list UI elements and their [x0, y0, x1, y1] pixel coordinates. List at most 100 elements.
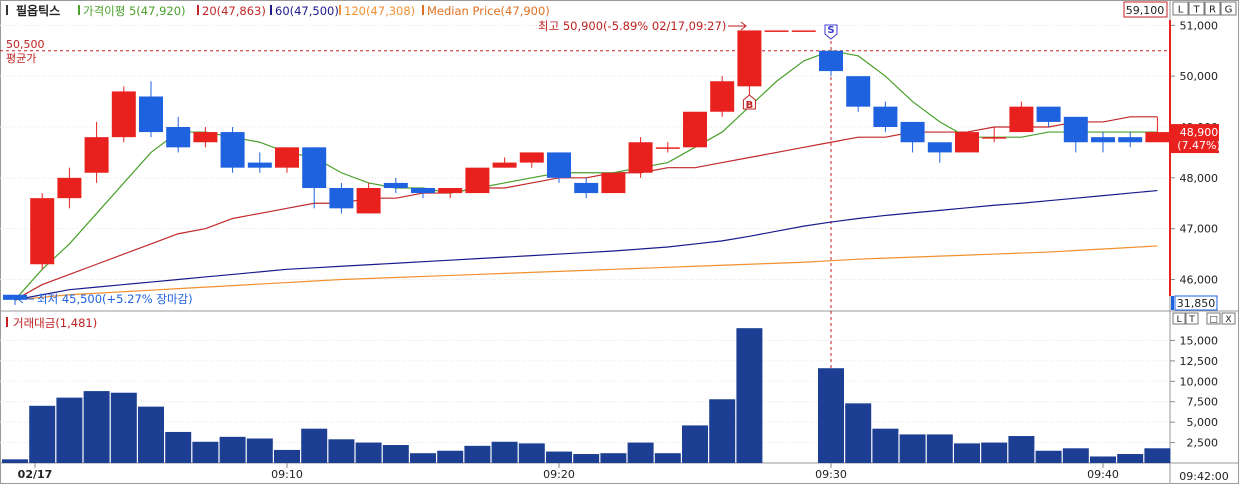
volume-tick-label: 5,000	[1187, 416, 1219, 429]
volume-axis: 2,500 5,000 7,500 10,000 12,500 15,000	[1170, 334, 1219, 450]
time-tick-label: 09:30	[815, 468, 847, 481]
min-value-indicator	[1171, 296, 1174, 310]
candle-body	[1145, 132, 1170, 143]
candle-body	[791, 30, 816, 32]
volume-bar	[518, 443, 545, 463]
candle-body	[547, 152, 571, 178]
candle-body	[1063, 116, 1088, 143]
candle-body	[84, 137, 109, 173]
volume-grid	[0, 339, 1170, 444]
volume-bar	[491, 441, 518, 463]
volume-bar	[165, 431, 192, 463]
max-value-box	[1123, 1, 1168, 18]
sell-marker-label: S	[827, 25, 834, 36]
volume-bar	[410, 453, 436, 463]
candle-body	[438, 188, 463, 194]
current-price-change: (7.47%)	[1177, 139, 1221, 152]
ma120-line	[14, 245, 1158, 301]
price-tick-label: 50,000	[1180, 70, 1219, 83]
corner-button-t-label: T	[1192, 5, 1200, 16]
volume-corner-button-l[interactable]	[1172, 312, 1186, 325]
corner-button-g[interactable]	[1220, 1, 1237, 16]
volume-bar	[546, 451, 572, 463]
candle-body	[710, 81, 735, 112]
low-annotation: 최저 45,500(+5.27% 장마감)	[17, 292, 193, 306]
volume-corner-button-l-label: L	[1176, 315, 1181, 325]
price-tick-label: 46,000	[1180, 274, 1219, 287]
volume-bars	[2, 328, 1171, 463]
trade-markers: SB	[742, 24, 838, 111]
corner-button-g-label: G	[1225, 5, 1233, 16]
ma60-legend: 60(47,500)	[275, 4, 339, 18]
time-tick-label: 09:10	[271, 468, 303, 481]
candlestick-series	[3, 30, 1170, 305]
candle-body	[927, 142, 952, 153]
corner-button-l[interactable]	[1172, 1, 1189, 16]
candle-body	[247, 162, 272, 168]
average-price-caption: 평균가	[6, 52, 36, 65]
ma120-legend: 120(47,308)	[344, 4, 415, 18]
volume-bar	[29, 405, 56, 463]
candle-body	[166, 127, 191, 148]
volume-tick-label: 2,500	[1187, 437, 1219, 450]
volume-bar	[872, 428, 899, 463]
volume-bar	[736, 328, 763, 463]
volume-bar	[274, 449, 300, 463]
candle-body	[819, 50, 843, 72]
volume-bar	[1008, 436, 1035, 463]
candle-body	[3, 294, 27, 300]
volume-bar	[301, 428, 328, 463]
volume-bar	[219, 436, 246, 463]
corner-button-t[interactable]	[1188, 1, 1205, 16]
candle-body	[982, 137, 1007, 139]
volume-bar	[246, 438, 273, 463]
max-value-label: 59,100	[1126, 4, 1165, 17]
volume-close-button[interactable]	[1221, 312, 1236, 325]
candle-body	[764, 30, 789, 32]
median-legend: Median Price(47,900)	[427, 4, 550, 18]
volume-tick-label: 7,500	[1187, 396, 1219, 409]
volume-bar	[1062, 448, 1089, 463]
ma60-legend-marker	[270, 5, 272, 15]
time-axis: 02/17 09:10 09:20 09:30 09:40 09:42:00	[18, 463, 1229, 483]
volume-restore-button[interactable]	[1206, 312, 1221, 325]
volume-tick-label: 12,500	[1180, 355, 1219, 368]
ma20-legend-marker	[197, 5, 199, 15]
price-legend: 필옵틱스 가격이평 5(47,920) 20(47,863) 60(47,500…	[6, 3, 550, 18]
volume-bar	[1117, 454, 1144, 463]
high-annotation: 최고 50,900(-5.89% 02/17,09:27)	[538, 19, 747, 33]
volume-corner-button-t-label: T	[1188, 315, 1195, 325]
volume-bar	[573, 454, 600, 463]
candle-body	[220, 132, 245, 168]
stock-name: 필옵틱스	[16, 3, 60, 18]
volume-corner-button-t[interactable]	[1185, 312, 1199, 325]
price-tick-label: 47,000	[1180, 223, 1219, 236]
current-price-tag: 48,900(7.47%)	[1169, 20, 1221, 296]
volume-bar	[1144, 448, 1171, 463]
volume-legend: 거래대금(1,481)	[13, 316, 97, 330]
candle-body	[383, 182, 408, 188]
candle-body	[492, 162, 517, 168]
volume-bar	[1035, 450, 1062, 463]
median-legend-marker	[422, 5, 424, 15]
volume-bar	[682, 425, 708, 463]
volume-restore-label: □	[1209, 315, 1218, 325]
candle-body	[275, 147, 299, 168]
volume-bar	[981, 442, 1008, 463]
volume-bar	[328, 439, 355, 463]
volume-bar	[355, 442, 382, 463]
price-tick-label: 51,000	[1180, 19, 1219, 32]
candle-body	[1009, 106, 1034, 133]
candle-body	[411, 188, 435, 194]
candle-body	[193, 132, 218, 143]
volume-bar	[2, 459, 28, 463]
candle-body	[329, 188, 354, 209]
candle-body	[900, 121, 925, 143]
high-annotation-arrow-head	[740, 21, 747, 31]
corner-button-r[interactable]	[1204, 1, 1221, 16]
candle-body	[139, 96, 163, 133]
candle-body	[1118, 137, 1143, 143]
price-grid	[0, 24, 1170, 280]
